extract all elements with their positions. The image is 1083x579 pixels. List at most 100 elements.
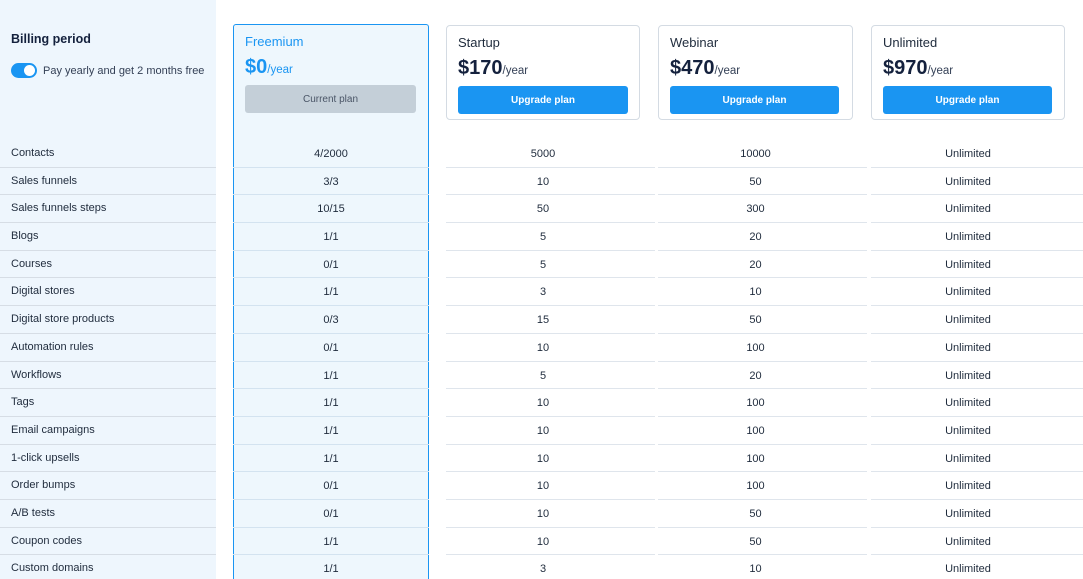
- row-divider: [658, 388, 867, 390]
- feature-value-startup: 3: [539, 563, 547, 576]
- feature-value-startup: 10: [536, 507, 550, 520]
- row-divider: [0, 194, 216, 196]
- feature-value-unlimited: Unlimited: [945, 175, 991, 188]
- row-divider: [446, 554, 655, 556]
- row-divider: [658, 471, 867, 473]
- toggle-knob: [24, 65, 35, 76]
- price-amount: $0: [245, 56, 268, 78]
- feature-row: Email campaigns 1/1 10 100 Unlimited: [0, 417, 1083, 445]
- row-divider: [658, 526, 867, 528]
- feature-comparison-table: Contacts 4/2000 5000 10000 Unlimited Sales fu…: [0, 140, 1083, 579]
- feature-value-startup: 10: [536, 397, 550, 410]
- yearly-billing-toggle[interactable]: [11, 63, 37, 78]
- feature-row: Digital stores 1/1 3 10 Unlimited: [0, 278, 1083, 307]
- feature-label: Order bumps: [11, 479, 76, 492]
- row-divider: [233, 526, 429, 528]
- feature-row: Workflows 1/1 5 20 Unlimited: [0, 362, 1083, 390]
- feature-row: Sales funnels 3/3 10 50 Unlimited: [0, 168, 1083, 196]
- feature-value-freemium: 1/1: [323, 452, 339, 465]
- row-divider: [0, 498, 216, 500]
- feature-value-startup: 5: [539, 258, 547, 271]
- row-divider: [0, 388, 216, 390]
- row-divider: [0, 443, 216, 445]
- row-divider: [233, 332, 429, 334]
- plan-card-freemium: Freemium $0/year Current plan: [233, 24, 429, 579]
- feature-row: Courses 0/1 5 20 Unlimited: [0, 251, 1083, 279]
- row-divider: [658, 277, 867, 279]
- feature-row: Automation rules 0/1 10 100 Unlimited: [0, 334, 1083, 362]
- feature-value-startup: 10: [536, 341, 550, 354]
- upgrade-startup-button[interactable]: Upgrade plan: [458, 86, 628, 114]
- plan-name: Unlimited: [883, 35, 938, 50]
- feature-value-startup: 5: [539, 231, 547, 244]
- feature-value-webinar: 100: [746, 480, 765, 493]
- row-divider: [0, 554, 216, 556]
- feature-value-freemium: 1/1: [323, 397, 339, 410]
- plan-price: $170/year: [458, 57, 528, 80]
- row-divider: [446, 498, 655, 500]
- row-divider: [233, 249, 429, 251]
- row-divider: [871, 360, 1083, 362]
- feature-value-webinar: 10: [749, 563, 762, 576]
- row-divider: [233, 166, 429, 168]
- row-divider: [0, 222, 216, 224]
- row-divider: [233, 360, 429, 362]
- feature-value-freemium: 0/1: [323, 480, 339, 493]
- row-divider: [658, 305, 867, 307]
- feature-value-freemium: 4/2000: [314, 148, 348, 160]
- feature-value-webinar: 100: [746, 341, 765, 354]
- feature-row: Contacts 4/2000 5000 10000 Unlimited: [0, 140, 1083, 168]
- feature-value-webinar: 20: [749, 258, 762, 271]
- feature-value-webinar: 50: [749, 175, 762, 188]
- feature-value-unlimited: Unlimited: [945, 148, 991, 160]
- row-divider: [658, 222, 867, 224]
- feature-label: Email campaigns: [11, 423, 95, 436]
- feature-label: Digital stores: [11, 285, 75, 298]
- row-divider: [446, 249, 655, 251]
- row-divider: [0, 166, 216, 168]
- feature-label: Coupon codes: [11, 534, 82, 547]
- price-period: /year: [714, 65, 741, 77]
- feature-value-freemium: 1/1: [323, 424, 339, 437]
- billing-sidebar: [0, 0, 216, 579]
- current-plan-button[interactable]: Current plan: [245, 85, 416, 113]
- row-divider: [233, 471, 429, 473]
- billing-period-title: Billing period: [11, 32, 91, 46]
- plan-name: Webinar: [670, 35, 719, 50]
- feature-value-unlimited: Unlimited: [945, 231, 991, 244]
- feature-label: A/B tests: [11, 506, 56, 519]
- feature-value-startup: 50: [536, 203, 550, 216]
- feature-label: Contacts: [11, 147, 55, 159]
- feature-value-webinar: 100: [746, 397, 765, 410]
- feature-value-webinar: 50: [749, 314, 762, 327]
- yearly-billing-toggle-row[interactable]: Pay yearly and get 2 months free: [11, 63, 204, 78]
- upgrade-webinar-button[interactable]: Upgrade plan: [670, 86, 839, 114]
- feature-value-startup: 5: [539, 369, 547, 382]
- upgrade-unlimited-button[interactable]: Upgrade plan: [883, 86, 1052, 114]
- feature-value-unlimited: Unlimited: [945, 507, 991, 520]
- row-divider: [0, 332, 216, 334]
- feature-label: Tags: [11, 396, 35, 409]
- feature-label: Courses: [11, 257, 52, 270]
- row-divider: [446, 471, 655, 473]
- feature-label: Workflows: [11, 368, 62, 381]
- feature-value-unlimited: Unlimited: [945, 369, 991, 382]
- row-divider: [0, 471, 216, 473]
- row-divider: [658, 249, 867, 251]
- yearly-billing-label: Pay yearly and get 2 months free: [43, 64, 205, 77]
- row-divider: [233, 415, 429, 417]
- row-divider: [233, 554, 429, 556]
- row-divider: [446, 415, 655, 417]
- feature-value-unlimited: Unlimited: [945, 397, 991, 410]
- row-divider: [233, 277, 429, 279]
- feature-label: Sales funnels: [11, 174, 78, 187]
- plan-card-webinar: Webinar $470/year Upgrade plan: [658, 25, 853, 120]
- row-divider: [871, 249, 1083, 251]
- feature-value-webinar: 50: [749, 507, 762, 520]
- feature-value-unlimited: Unlimited: [945, 286, 991, 299]
- row-divider: [658, 194, 867, 196]
- row-divider: [0, 526, 216, 528]
- feature-label: 1-click upsells: [11, 451, 80, 464]
- row-divider: [658, 332, 867, 334]
- plan-card-unlimited: Unlimited $970/year Upgrade plan: [871, 25, 1065, 120]
